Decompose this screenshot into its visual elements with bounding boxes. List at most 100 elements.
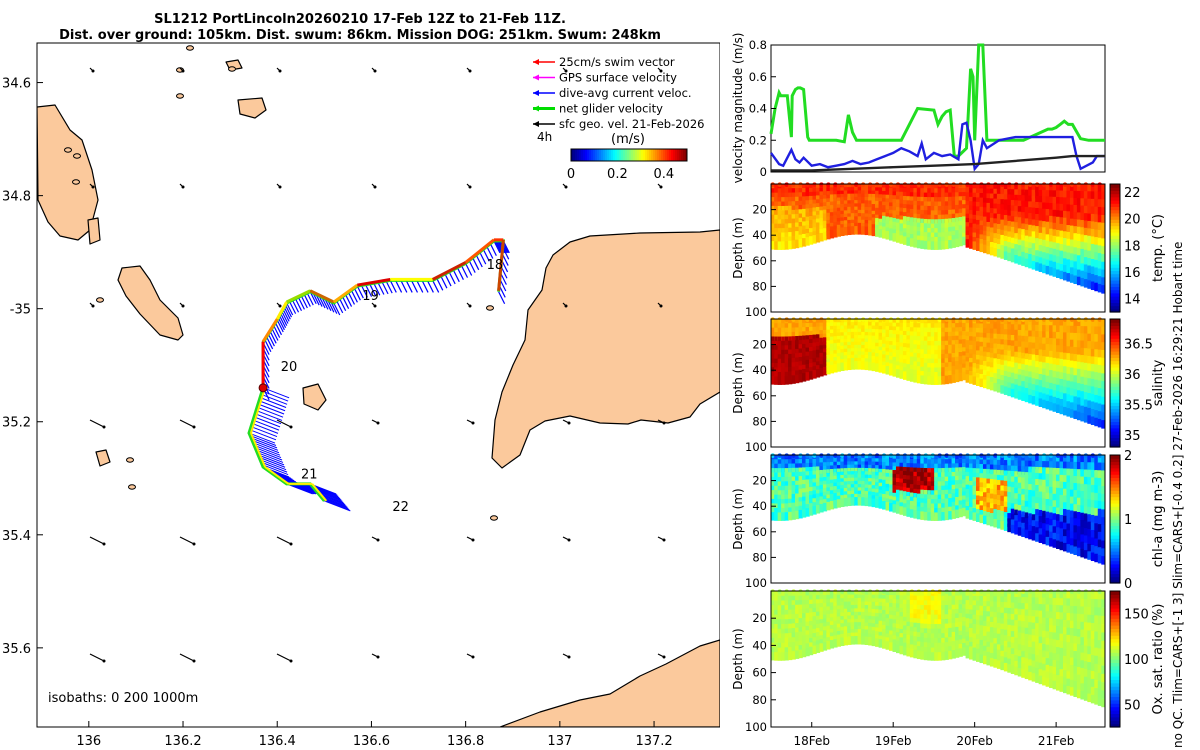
chlorophyll-cell [774,512,779,521]
temperature-cell [1031,243,1036,252]
temperature-cell [1101,261,1106,271]
salinity-cell [795,361,800,371]
temperature-cell [784,188,789,197]
chlorophyll-cell [1059,468,1064,477]
temperature-cell [951,183,956,193]
salinity-surface-point [937,317,943,322]
salinity-surface-point [895,317,901,322]
salinity-cell [1031,342,1036,352]
temperature-cell [788,223,793,232]
temperature-cell [972,201,977,211]
salinity-surface-point [909,317,915,322]
chlorophyll-cell [1076,454,1082,464]
chlorophyll-surface-point [958,453,963,458]
chlorophyll-cell [871,498,876,508]
chlorophyll-surface-point [1076,453,1082,458]
y-tick-label: 35.6 [2,642,31,657]
oxygen-cell [809,621,814,630]
colorbar-cell [639,149,642,161]
salinity-cell [1083,399,1089,408]
chlorophyll-cell [1024,523,1029,533]
salinity-cell [982,318,988,328]
geo-vector-head [471,421,475,425]
chlorophyll-cell [930,485,935,495]
salinity-cell [1014,390,1019,399]
salinity-cell [1094,326,1099,335]
chlorophyll-cell [1014,476,1019,486]
temperature-cell [1000,194,1005,203]
salinity-cell [937,367,942,376]
salinity-cell [788,353,793,363]
oxygen-cell [791,609,796,619]
chlorophyll-cell [1066,475,1071,484]
colorbar-cell [633,149,636,161]
salinity-cell [1007,350,1012,360]
salinity-cell [770,332,775,341]
chlorophyll-cell [770,463,775,473]
temperature-cell [1000,245,1005,254]
oxygen-cell [774,652,779,661]
salinity-cell [965,348,970,358]
salinity-cell [944,375,949,385]
temperature-cell [1045,190,1050,199]
salinity-cell [1062,373,1068,382]
salinity-cell [979,323,984,332]
temperature-cell [1017,217,1022,226]
temperature-surface-point [1048,182,1054,187]
temperature-cell [777,232,782,242]
temperature-cell [989,203,995,212]
temperature-cell [1000,234,1005,244]
salinity-cell [916,361,922,371]
oxygen-cell [788,591,793,600]
chlorophyll-cell [788,481,793,490]
chlorophyll-cell [1066,454,1071,464]
geo-vector-head [289,425,293,429]
salinity-cell [1059,399,1064,408]
salinity-cell [972,358,977,368]
chlorophyll-cell [923,494,929,503]
chlorophyll-colorbar-cell [1110,525,1120,530]
salinity-cell [791,362,796,371]
salinity-cell [1049,370,1054,379]
temperature-cell [1000,214,1005,223]
chlorophyll-cell [1049,506,1054,515]
chlorophyll-cell [1083,550,1089,559]
salinity-cell [784,376,789,385]
oxygen-cell [809,642,814,651]
chlorophyll-colorbar-cell [1110,547,1120,552]
salinity-cell [923,375,929,385]
temperature-cell [1017,250,1022,260]
temperature-cell [1073,204,1078,214]
chlorophyll-cell [847,497,852,507]
chlorophyll-cell [774,481,779,490]
salinity-cell [770,354,775,363]
temperature-cell [1066,238,1071,248]
chlorophyll-colorbar-cell [1110,512,1120,517]
velocity-series-line [771,154,1105,172]
chlorophyll-cell [1052,467,1057,477]
chlorophyll-cell [1035,497,1040,506]
salinity-cell [1062,318,1068,328]
oxygen-cell [798,600,803,609]
temperature-cell [982,183,988,193]
salinity-surface-point [1069,317,1075,322]
temperature-colorbar-cell [1110,251,1120,255]
salinity-cell [1028,377,1033,386]
chlorophyll-surface-point [846,453,852,458]
chlorophyll-cell [1094,530,1099,540]
chlorophyll-cell [788,472,793,481]
chlorophyll-cell [770,476,775,486]
temperature-cell [913,205,918,214]
colorbar-cell [641,149,644,161]
salinity-cell [788,375,793,385]
temperature-cell [1056,229,1061,239]
dive-avg-current-vector [252,419,280,431]
chlorophyll-colorbar-cell [1110,493,1120,498]
salinity-cell [916,318,922,328]
salinity-cell [965,335,970,345]
oxygen-cell [809,633,814,643]
temperature-cell [1094,252,1099,261]
chlorophyll-cell [833,500,838,509]
chlorophyll-cell [1056,527,1061,536]
temperature-cell [993,228,998,237]
